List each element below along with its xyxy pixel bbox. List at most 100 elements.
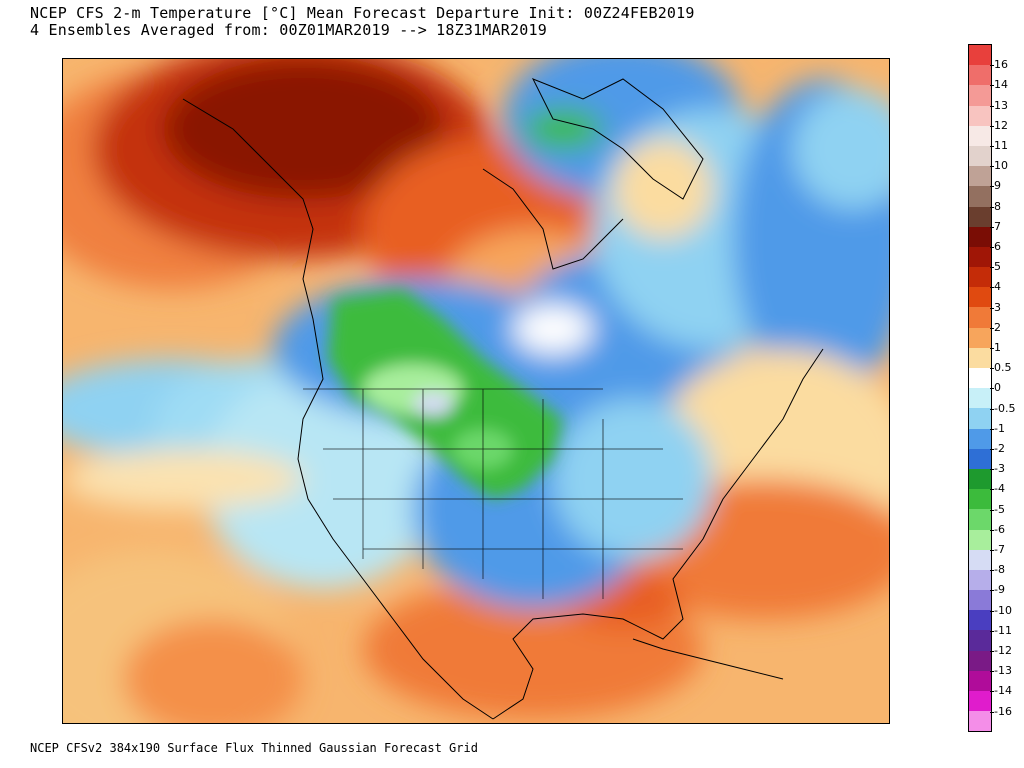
legend-color-swatch — [969, 186, 991, 207]
legend-label: 7 — [994, 219, 1001, 233]
legend-tick — [990, 287, 994, 289]
legend-color-swatch — [969, 368, 991, 389]
legend-color-swatch — [969, 125, 991, 146]
color-legend — [968, 44, 992, 733]
legend-color-swatch — [969, 691, 991, 712]
east-coast-outline — [492, 348, 824, 720]
legend-tick — [990, 651, 994, 652]
legend-tick — [990, 449, 994, 450]
legend-label: -8 — [994, 563, 1005, 577]
legend-label: -10 — [994, 603, 1012, 617]
legend-label: -12 — [994, 644, 1012, 657]
legend-tick — [990, 307, 994, 309]
legend-color-swatch — [969, 428, 991, 449]
legend-tick — [990, 105, 994, 107]
legend-color-swatch — [969, 267, 991, 288]
legend-tick — [990, 469, 994, 471]
legend-label: -11 — [994, 623, 1012, 637]
legend-label: -0.5 — [994, 401, 1016, 415]
legend-tick — [990, 85, 994, 87]
legend-tick — [990, 327, 994, 329]
legend-label: 14 — [994, 78, 1008, 92]
legend-tick — [990, 368, 994, 370]
legend-color-swatch — [969, 65, 991, 86]
pacific-pale-band — [63, 449, 303, 509]
legend-label: -16 — [994, 704, 1012, 718]
legend-label: 5 — [994, 260, 1001, 274]
legend-label: 9 — [994, 179, 1001, 193]
legend-label: 0.5 — [994, 361, 1012, 375]
legend-tick — [990, 267, 994, 269]
legend-color-swatch — [969, 650, 991, 671]
eastern-us-light — [553, 399, 713, 559]
legend-tick — [990, 529, 994, 531]
legend-color-swatch — [969, 711, 991, 732]
hudson-bay-outline — [482, 168, 624, 270]
legend-color-swatch — [969, 549, 991, 570]
legend-tick — [990, 570, 994, 572]
yukon-very-warm — [163, 59, 443, 199]
legend-label: 13 — [994, 98, 1008, 112]
legend-label: 10 — [994, 159, 1008, 173]
legend-tick — [990, 550, 994, 551]
legend-tick — [990, 206, 994, 208]
wyoming-extreme-cold — [413, 392, 453, 416]
legend-color-swatch — [969, 630, 991, 651]
chart-title-line2: 4 Ensembles Averaged from: 00Z01MAR2019 … — [30, 21, 547, 39]
greenland-outline — [531, 78, 704, 200]
legend-tick — [990, 166, 994, 168]
legend-label: -7 — [994, 543, 1005, 556]
legend-label: 12 — [994, 118, 1008, 132]
baffin-cold — [523, 109, 603, 149]
legend-label: -5 — [994, 502, 1005, 516]
legend-label: -4 — [994, 482, 1005, 496]
legend-tick — [990, 408, 994, 410]
legend-color-swatch — [969, 590, 991, 611]
legend-tick — [990, 428, 994, 430]
legend-color-swatch — [969, 569, 991, 591]
legend-color-swatch — [969, 166, 991, 187]
legend-tick — [990, 711, 994, 713]
legend-color-swatch — [969, 246, 991, 268]
legend-label: 0 — [994, 381, 1001, 395]
legend-label: 3 — [994, 300, 1001, 314]
legend-label: 2 — [994, 320, 1001, 334]
legend-color-swatch — [969, 610, 991, 631]
legend-label: -9 — [994, 583, 1005, 597]
legend-color-swatch — [969, 105, 991, 126]
legend-label: -13 — [994, 664, 1012, 678]
legend-color-swatch — [969, 206, 991, 227]
legend-tick — [990, 630, 994, 632]
legend-color-swatch — [969, 307, 991, 328]
temperature-anomaly-map — [62, 58, 890, 724]
legend-tick — [990, 691, 994, 693]
caribbean-outline — [632, 638, 784, 680]
legend-tick — [990, 671, 994, 673]
legend-color-swatch — [969, 85, 991, 106]
legend-label: 4 — [994, 280, 1001, 294]
legend-color-swatch — [969, 388, 991, 409]
coastline-layer — [182, 78, 824, 720]
legend-tick — [990, 489, 994, 491]
legend-tick — [990, 186, 994, 188]
legend-color-swatch — [969, 408, 991, 429]
legend-label: -3 — [994, 462, 1005, 476]
legend-color-swatch — [969, 226, 991, 247]
legend-label: -1 — [994, 421, 1005, 435]
legend-label: 11 — [994, 139, 1008, 152]
chart-title-line1: NCEP CFS 2-m Temperature [°C] Mean Forec… — [30, 4, 695, 22]
legend-color-swatch — [969, 448, 991, 469]
legend-color-swatch — [969, 287, 991, 308]
legend-color-swatch — [969, 347, 991, 368]
legend-tick — [990, 226, 994, 228]
ontario-neutral — [513, 304, 593, 354]
west-coast-outline — [182, 98, 494, 720]
legend-tick — [990, 509, 994, 511]
legend-tick — [990, 125, 994, 127]
legend-tick — [990, 610, 994, 612]
north-atlantic-light — [793, 89, 889, 209]
legend-label: 1 — [994, 341, 1001, 354]
map-canvas — [63, 59, 889, 723]
footer-caption: NCEP CFSv2 384x190 Surface Flux Thinned … — [30, 741, 478, 755]
legend-color-swatch — [969, 327, 991, 348]
